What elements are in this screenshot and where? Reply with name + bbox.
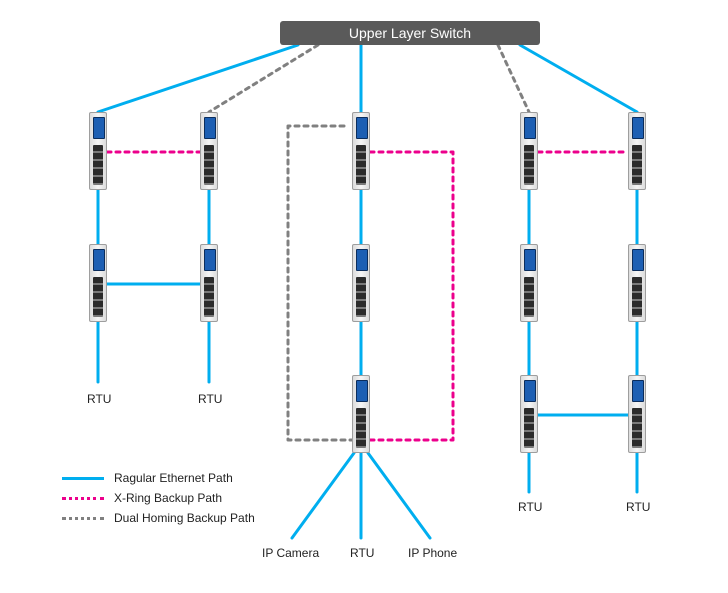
legend-text: X-Ring Backup Path — [114, 491, 222, 505]
legend-row: Dual Homing Backup Path — [62, 511, 255, 525]
legend-text: Ragular Ethernet Path — [114, 471, 233, 485]
upper-layer-switch-label: Upper Layer Switch — [349, 25, 471, 41]
node-label: IP Camera — [262, 546, 319, 560]
legend-swatch — [62, 517, 104, 520]
switch-device — [89, 244, 107, 322]
upper-layer-switch: Upper Layer Switch — [280, 21, 540, 45]
legend-row: Ragular Ethernet Path — [62, 471, 255, 485]
legend-swatch — [62, 477, 104, 480]
switch-device — [628, 244, 646, 322]
node-label: RTU — [198, 392, 222, 406]
switch-device — [200, 244, 218, 322]
switch-device — [89, 112, 107, 190]
node-label: RTU — [518, 500, 542, 514]
switch-device — [352, 112, 370, 190]
switch-device — [628, 375, 646, 453]
node-label: IP Phone — [408, 546, 457, 560]
legend: Ragular Ethernet Path X-Ring Backup Path D… — [52, 463, 265, 537]
switch-device — [520, 375, 538, 453]
switch-device — [520, 112, 538, 190]
legend-text: Dual Homing Backup Path — [114, 511, 255, 525]
switch-device — [628, 112, 646, 190]
switch-device — [352, 375, 370, 453]
node-label: RTU — [87, 392, 111, 406]
node-label: RTU — [626, 500, 650, 514]
switch-device — [520, 244, 538, 322]
switch-device — [200, 112, 218, 190]
node-label: RTU — [350, 546, 374, 560]
legend-swatch — [62, 497, 104, 500]
switch-device — [352, 244, 370, 322]
legend-row: X-Ring Backup Path — [62, 491, 255, 505]
